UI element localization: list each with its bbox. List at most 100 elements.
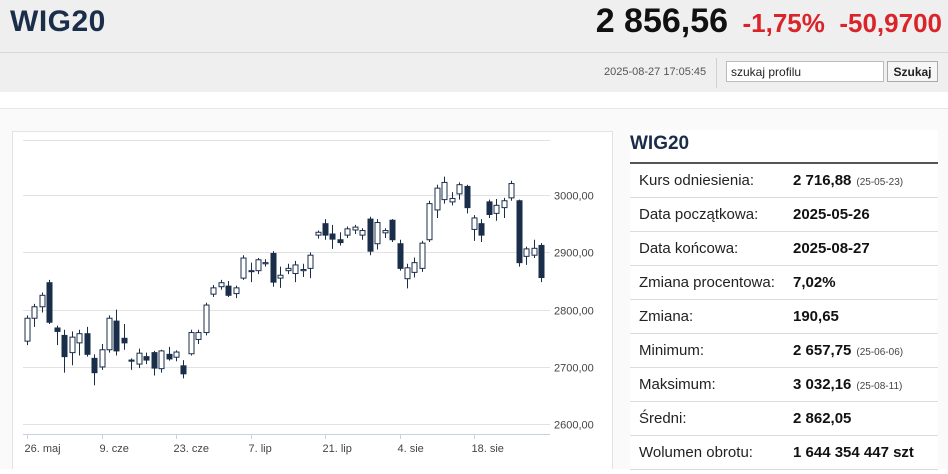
candle-down [113,320,120,352]
candle-up [99,349,106,368]
candle-up [240,257,247,279]
stats-label: Wolumen obrotu: [630,435,793,470]
candle-down [61,334,68,358]
candle-down [46,282,53,323]
stats-label: Kurs odniesienia: [630,164,793,198]
y-tick-label: 3000,00 [554,191,594,203]
candle-down [478,223,485,236]
stats-value: 1 644 354 447 szt [793,435,938,470]
x-tick-label: 4. sie [398,443,424,455]
candle-down [128,359,135,362]
stats-date-note: (25-06-06) [856,347,904,358]
candle-up [359,230,366,236]
candle-up [218,282,225,288]
stats-row: Maksimum: 3 032,16 (25-08-11) [630,367,938,402]
candle-up [203,304,210,334]
quote-summary: 2 856,56 -1,75% -50,9700 [596,2,942,41]
current-price: 2 856,56 [595,2,729,40]
candle-down [225,285,232,296]
stats-row: Kurs odniesienia: 2 716,88 (25-05-23) [630,164,938,198]
y-tick-label: 2800,00 [554,306,594,318]
chart-panel: 2600,00 2700,00 2800,00 2900,00 3000,00 26. m… [12,131,613,469]
candle-down [180,365,187,375]
candle-up [352,226,359,231]
stats-value: 2025-08-27 [793,231,938,266]
stats-row: Zmiana procentowa: 7,02% [630,265,938,300]
candle-up [262,262,269,265]
stats-label: Data końcowa: [630,231,793,266]
stats-row: Data początkowa: 2025-05-26 [630,197,938,232]
candle-down [322,223,329,236]
candle-up [441,181,448,201]
candle-down [329,233,336,240]
candle-up [471,217,478,230]
stats-value: 7,02% [793,265,938,300]
candle-up [493,204,500,214]
candle-up [255,259,262,272]
candle-up [106,317,113,351]
x-tick-label: 18. sie [472,443,504,455]
search-input[interactable] [726,61,884,82]
candle-up [404,267,411,280]
candle-down [143,356,150,361]
stats-value: 190,65 [793,299,938,334]
stats-row: Minimum: 2 657,75 (25-06-06) [630,333,938,368]
candle-up [508,183,515,199]
candle-up [292,264,299,275]
candle-up [195,332,202,340]
quote-header: WIG20 2 856,56 -1,75% -50,9700 2025-08-2… [0,0,948,92]
stats-label: Średni: [630,401,793,436]
candle-up [501,200,508,209]
candle-up [188,332,195,355]
candle-down [91,357,98,374]
candle-up [315,231,322,236]
candle-up [434,187,441,211]
stats-label: Zmiana: [630,299,793,334]
candle-down [121,337,128,344]
candle-down [464,185,471,209]
y-tick-label: 2900,00 [554,248,594,260]
stats-date-note: (25-05-23) [856,177,904,188]
stats-title: WIG20 [630,130,938,164]
candlestick-chart[interactable]: 2600,00 2700,00 2800,00 2900,00 3000,00 26. m… [13,132,612,469]
change-absolute: -50,9700 [839,8,942,38]
index-title: WIG20 [10,5,106,38]
stats-row: Średni: 2 862,05 [630,401,938,436]
stats-label: Minimum: [630,333,793,368]
stats-value-text: 190,65 [793,308,839,325]
stats-label: Maksimum: [630,367,793,402]
candle-up [344,228,351,236]
header-divider [0,52,948,53]
candle-up [411,262,418,273]
stats-panel: WIG20 Kurs odniesienia: 2 716,88 (25-05-23… [630,130,938,470]
candle-up [248,270,255,273]
candle-up [136,352,143,365]
candle-down [389,219,396,241]
x-tick-label: 9. cze [100,443,129,455]
stats-value-text: 7,02% [793,274,836,291]
candle-up [210,287,217,295]
y-tick-label: 2700,00 [554,363,594,375]
candle-up [69,336,76,354]
candle-up [449,197,456,203]
stats-value-text: 1 644 354 447 szt [793,444,914,461]
candle-up [277,274,284,279]
candle-down [486,201,493,216]
candle-down [397,243,404,269]
stats-value-text: 3 032,16 [793,376,852,393]
candle-up [173,351,180,358]
toolbar-separator [716,58,717,88]
stats-value-text: 2025-08-27 [793,240,870,257]
stats-table: Kurs odniesienia: 2 716,88 (25-05-23) Data … [630,164,938,470]
stats-row: Data końcowa: 2025-08-27 [630,231,938,266]
x-tick-label: 23. cze [174,443,209,455]
search-button[interactable]: Szukaj [887,61,938,82]
y-tick-label: 2600,00 [554,420,594,432]
stats-value-text: 2 657,75 [793,342,852,359]
stats-value: 2 657,75 (25-06-06) [793,333,938,368]
stats-value-text: 2 862,05 [793,410,852,427]
stats-value: 2 862,05 [793,401,938,436]
candle-up [285,267,292,272]
stats-value: 2025-05-26 [793,197,938,232]
candle-up [158,350,165,370]
